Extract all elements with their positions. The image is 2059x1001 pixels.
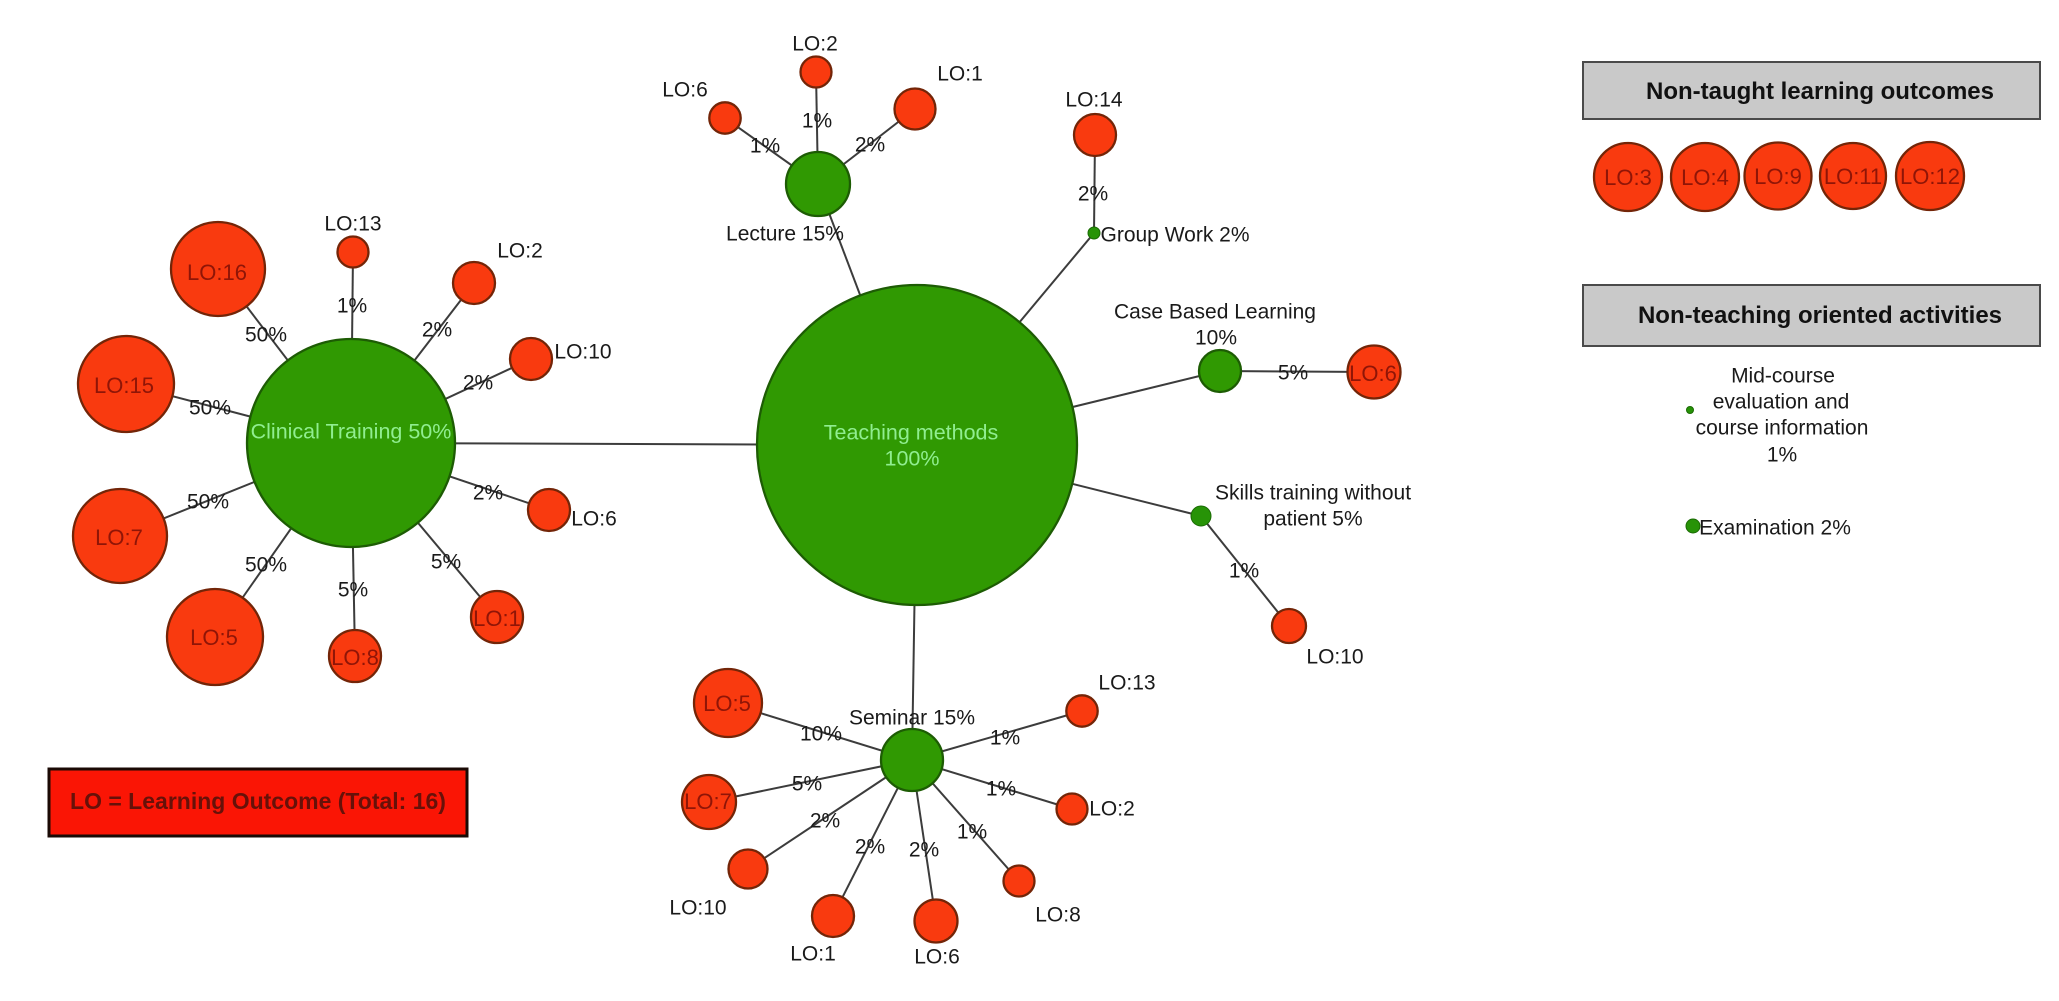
svg-text:Case Based Learning: Case Based Learning [1114, 301, 1316, 324]
svg-text:course information: course information [1696, 417, 1869, 440]
svg-text:50%: 50% [187, 491, 229, 514]
svg-text:LO = Learning Outcome (Total:: LO = Learning Outcome (Total: 16) [70, 788, 446, 814]
svg-text:50%: 50% [245, 324, 287, 347]
svg-text:1%: 1% [750, 135, 780, 158]
svg-text:Mid-course: Mid-course [1731, 365, 1835, 388]
svg-text:LO:12: LO:12 [1900, 164, 1960, 189]
svg-text:LO:6: LO:6 [571, 508, 617, 531]
svg-text:Lecture 15%: Lecture 15% [726, 223, 844, 246]
svg-text:2%: 2% [810, 810, 840, 833]
svg-text:Non-taught learning outcomes: Non-taught learning outcomes [1646, 78, 1994, 105]
svg-text:LO:8: LO:8 [331, 645, 379, 670]
svg-text:5%: 5% [1278, 362, 1308, 385]
svg-text:2%: 2% [463, 372, 493, 395]
svg-text:5%: 5% [431, 551, 461, 574]
svg-text:Teaching methods: Teaching methods [824, 421, 999, 445]
svg-text:Clinical Training 50%: Clinical Training 50% [251, 420, 452, 444]
svg-text:LO:10: LO:10 [1306, 646, 1363, 669]
svg-text:1%: 1% [337, 295, 367, 318]
svg-text:LO:3: LO:3 [1604, 165, 1652, 190]
svg-text:LO:1: LO:1 [790, 943, 836, 966]
svg-text:1%: 1% [1229, 560, 1259, 583]
svg-text:evaluation and: evaluation and [1713, 391, 1850, 414]
svg-text:2%: 2% [473, 482, 503, 505]
svg-text:LO:2: LO:2 [1089, 798, 1135, 821]
svg-text:LO:1: LO:1 [473, 606, 521, 631]
svg-text:LO:10: LO:10 [669, 897, 726, 920]
svg-text:1%: 1% [990, 727, 1020, 750]
svg-text:2%: 2% [909, 839, 939, 862]
svg-text:10%: 10% [800, 723, 842, 746]
svg-text:50%: 50% [245, 554, 287, 577]
svg-text:5%: 5% [792, 773, 822, 796]
svg-text:LO:11: LO:11 [1824, 164, 1882, 189]
svg-text:LO:13: LO:13 [324, 213, 381, 236]
svg-text:1%: 1% [986, 778, 1016, 801]
svg-text:patient 5%: patient 5% [1263, 508, 1362, 531]
svg-text:LO:5: LO:5 [190, 625, 238, 650]
svg-text:Skills training without: Skills training without [1215, 482, 1411, 505]
svg-text:LO:9: LO:9 [1754, 164, 1802, 189]
svg-text:LO:13: LO:13 [1098, 672, 1155, 695]
svg-text:50%: 50% [189, 397, 231, 420]
svg-text:Examination 2%: Examination 2% [1699, 517, 1851, 540]
svg-text:LO:14: LO:14 [1065, 89, 1123, 112]
svg-text:LO:5: LO:5 [703, 691, 751, 716]
svg-text:1%: 1% [1767, 444, 1797, 467]
svg-text:LO:2: LO:2 [497, 240, 543, 263]
svg-text:Group Work 2%: Group Work 2% [1101, 224, 1250, 247]
svg-text:LO:2: LO:2 [792, 33, 838, 56]
svg-text:LO:7: LO:7 [684, 789, 732, 814]
svg-text:10%: 10% [1195, 327, 1237, 350]
svg-text:2%: 2% [855, 836, 885, 859]
svg-text:1%: 1% [957, 821, 987, 844]
svg-text:2%: 2% [422, 319, 452, 342]
svg-text:Seminar 15%: Seminar 15% [849, 707, 975, 730]
svg-text:100%: 100% [885, 447, 940, 471]
svg-text:LO:6: LO:6 [662, 79, 708, 102]
svg-text:LO:10: LO:10 [554, 341, 611, 364]
svg-text:1%: 1% [802, 110, 832, 133]
svg-text:Non-teaching oriented activiti: Non-teaching oriented activities [1638, 302, 2002, 329]
svg-text:LO:7: LO:7 [95, 525, 143, 550]
svg-text:LO:16: LO:16 [187, 260, 247, 285]
svg-text:5%: 5% [338, 579, 368, 602]
svg-text:LO:6: LO:6 [914, 946, 960, 969]
svg-text:LO:1: LO:1 [937, 63, 983, 86]
svg-text:2%: 2% [855, 134, 885, 157]
svg-text:LO:8: LO:8 [1035, 904, 1081, 927]
svg-text:LO:15: LO:15 [94, 373, 154, 398]
svg-text:LO:4: LO:4 [1681, 165, 1729, 190]
svg-text:LO:6: LO:6 [1349, 361, 1397, 386]
svg-text:2%: 2% [1078, 183, 1108, 206]
